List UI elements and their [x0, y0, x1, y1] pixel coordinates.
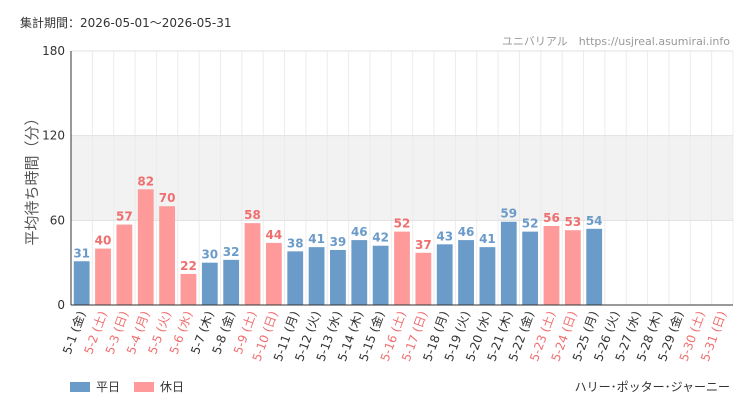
bar-5-23	[543, 225, 560, 305]
legend-label-weekday: 平日	[96, 380, 121, 394]
bar-5-20	[479, 247, 496, 305]
y-tick-label: 60	[50, 213, 65, 227]
data-label: 41	[308, 232, 325, 246]
y-tick-label: 0	[57, 298, 65, 312]
source-credit: ユニバリアル https://usjreal.asumirai.info	[501, 35, 730, 48]
bar-5-25	[586, 228, 603, 305]
y-tick-label: 180	[42, 44, 65, 58]
bar-5-7	[201, 262, 218, 305]
data-label: 53	[564, 215, 581, 229]
bar-5-3	[116, 224, 133, 305]
bar-5-21	[500, 221, 517, 305]
attraction-name: ハリー･ポッター･ジャーニー	[574, 380, 730, 394]
data-label: 70	[159, 191, 176, 205]
data-label: 32	[223, 245, 240, 259]
bar-5-24	[564, 230, 581, 305]
data-label: 30	[201, 248, 218, 262]
legend-item-holiday: 休日	[134, 378, 184, 395]
data-label: 39	[330, 235, 347, 249]
bar-5-16	[394, 231, 410, 305]
bar-5-15	[372, 245, 389, 305]
bar-5-19	[458, 240, 474, 305]
bar-5-1	[73, 261, 90, 305]
bar-5-18	[436, 244, 453, 305]
data-label: 22	[180, 259, 197, 273]
data-label: 57	[116, 210, 133, 224]
bar-5-14	[351, 240, 368, 305]
y-axis-label: 平均待ち時間（分）	[23, 110, 41, 245]
legend-label-holiday: 休日	[160, 380, 185, 394]
data-label: 52	[394, 217, 411, 231]
period-label: 集計期間：2026-05-01～2026-05-31	[20, 16, 232, 30]
data-label: 42	[372, 231, 389, 245]
bar-5-9	[244, 223, 261, 305]
bar-5-2	[95, 248, 111, 305]
data-label: 52	[522, 217, 539, 231]
legend: 平日 休日	[70, 378, 184, 395]
bar-5-13	[330, 249, 346, 305]
legend-swatch-holiday	[134, 381, 155, 392]
bar-5-5	[159, 206, 175, 305]
bar-5-10	[265, 242, 282, 305]
bar-5-8	[223, 259, 240, 305]
bar-5-6	[180, 273, 197, 305]
data-label: 40	[95, 234, 112, 248]
data-label: 38	[287, 236, 304, 250]
data-label: 46	[458, 225, 475, 239]
data-label: 54	[586, 214, 603, 228]
y-tick-label: 120	[42, 129, 65, 143]
data-label: 56	[543, 211, 560, 225]
legend-item-weekday: 平日	[70, 378, 120, 395]
data-label: 41	[479, 232, 496, 246]
bar-5-12	[308, 247, 325, 305]
data-label: 58	[244, 208, 261, 222]
data-label: 59	[500, 207, 517, 221]
data-label: 44	[266, 228, 283, 242]
bar-5-4	[137, 189, 154, 305]
data-label: 82	[137, 174, 154, 188]
legend-swatch-weekday	[70, 381, 90, 392]
bar-5-11	[287, 251, 304, 305]
data-label: 31	[73, 246, 90, 260]
bar-5-17	[415, 252, 432, 305]
data-label: 46	[351, 225, 368, 239]
bar-5-22	[522, 231, 539, 305]
shaded-band	[71, 135, 733, 221]
data-label: 37	[415, 238, 432, 252]
data-label: 43	[436, 229, 453, 243]
